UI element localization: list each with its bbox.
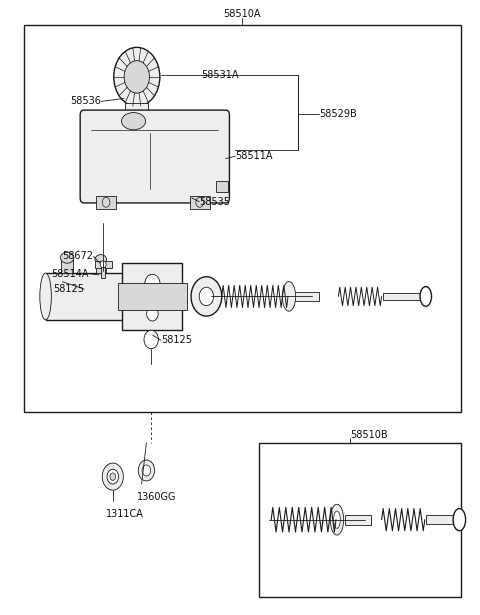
Bar	[345, 515, 371, 525]
Bar	[118, 283, 187, 310]
Text: 1311CA: 1311CA	[106, 509, 144, 518]
Bar	[293, 292, 319, 301]
Ellipse shape	[199, 287, 214, 306]
Bar	[96, 196, 116, 209]
Bar	[383, 293, 423, 300]
Ellipse shape	[121, 113, 145, 130]
Bar	[426, 515, 457, 524]
FancyBboxPatch shape	[80, 110, 229, 203]
Bar	[101, 267, 105, 278]
Ellipse shape	[191, 277, 222, 316]
Circle shape	[144, 330, 158, 349]
Text: 58510B: 58510B	[350, 430, 388, 440]
Text: 58529B: 58529B	[319, 109, 357, 119]
Circle shape	[138, 460, 155, 481]
Circle shape	[107, 469, 119, 484]
Ellipse shape	[453, 509, 466, 531]
Bar	[259, 443, 461, 597]
Circle shape	[124, 61, 149, 93]
Bar	[24, 25, 461, 412]
Ellipse shape	[334, 511, 340, 528]
Circle shape	[145, 274, 160, 294]
Text: 58510A: 58510A	[224, 9, 261, 19]
Circle shape	[110, 473, 116, 480]
Bar	[122, 263, 182, 330]
Ellipse shape	[420, 287, 432, 306]
Bar	[128, 106, 146, 125]
Text: 58511A: 58511A	[235, 151, 273, 161]
Bar	[61, 258, 73, 273]
Bar	[190, 196, 210, 209]
Bar	[95, 261, 112, 268]
Text: 58514A: 58514A	[51, 269, 89, 279]
Ellipse shape	[330, 504, 344, 535]
Circle shape	[142, 465, 151, 476]
Circle shape	[147, 306, 158, 321]
Text: 1360GG: 1360GG	[137, 492, 176, 502]
Circle shape	[114, 47, 160, 106]
Bar	[46, 273, 134, 320]
Circle shape	[100, 261, 106, 268]
Text: 58125: 58125	[161, 335, 192, 345]
Ellipse shape	[40, 273, 51, 320]
Bar	[216, 181, 228, 192]
Bar	[125, 103, 148, 111]
Circle shape	[102, 463, 123, 490]
Text: 58125: 58125	[53, 284, 84, 294]
Text: 58535: 58535	[199, 197, 230, 207]
Bar	[96, 260, 106, 273]
Ellipse shape	[95, 255, 107, 264]
Text: 58531A: 58531A	[202, 70, 239, 80]
Text: 58536: 58536	[70, 97, 101, 106]
Ellipse shape	[60, 252, 74, 263]
Text: 58672: 58672	[62, 252, 94, 261]
Ellipse shape	[282, 282, 296, 311]
